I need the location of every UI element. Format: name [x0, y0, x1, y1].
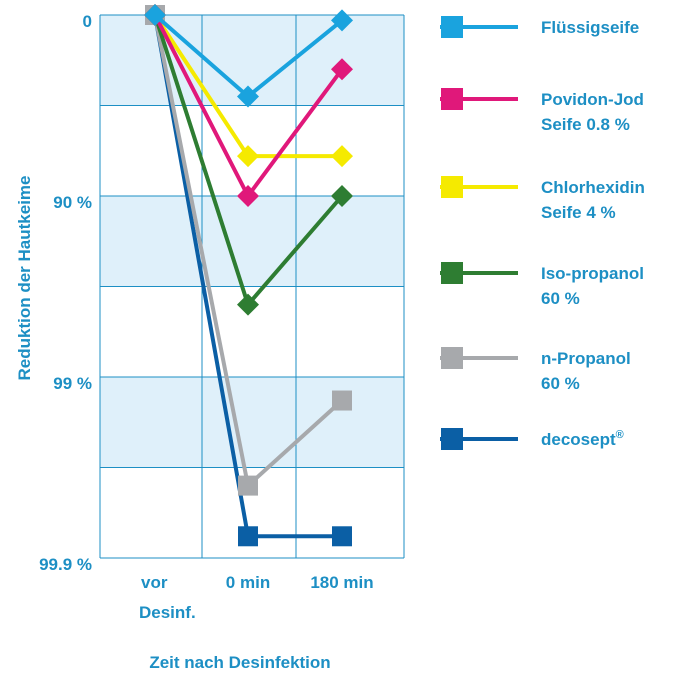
legend-label-line2: Seife 0.8 % [541, 115, 630, 134]
legend-label: Iso-propanol [541, 264, 644, 283]
y-axis-ticks: 0 90 % 99 % 99.9 % [39, 12, 92, 574]
series-0 [144, 4, 353, 108]
legend-label-line2: 60 % [541, 289, 580, 308]
x-axis-label: Zeit nach Desinfektion [149, 653, 330, 672]
data-point [237, 85, 259, 108]
legend-swatch [441, 16, 463, 38]
data-point [332, 526, 352, 547]
grid-band [100, 377, 404, 468]
legend-label-line2: 60 % [541, 374, 580, 393]
y-tick-label: 99.9 % [39, 555, 92, 574]
legend-item: n-Propanol 60 % [440, 347, 631, 393]
data-point [331, 145, 353, 168]
legend-item: Flüssigseife [440, 16, 639, 38]
legend-label-line2: Seife 4 % [541, 203, 616, 222]
legend-swatch [441, 262, 463, 284]
y-axis-label: Reduktion der Hautkeime [15, 176, 34, 381]
x-tick-label: vor [141, 573, 168, 592]
legend-item: decosept® [440, 428, 624, 450]
legend-item: Chlorhexidin Seife 4 % [440, 176, 645, 222]
data-point [238, 475, 258, 496]
legend: Flüssigseife Povidon-Jod Seife 0.8 % Chlorh… [440, 16, 645, 450]
legend-swatch [441, 176, 463, 198]
x-tick-label: 180 min [310, 573, 373, 592]
data-point [144, 4, 166, 26]
legend-label: Chlorhexidin [541, 178, 645, 197]
y-tick-label: 0 [83, 12, 92, 31]
y-tick-label: 99 % [53, 374, 92, 393]
x-tick-label: 0 min [226, 573, 270, 592]
grid-band [100, 196, 404, 287]
data-point [331, 185, 353, 207]
data-point [237, 293, 259, 316]
legend-swatch [441, 347, 463, 369]
legend-swatch [441, 88, 463, 110]
data-point [238, 526, 258, 547]
data-point [331, 9, 353, 32]
x-axis-ticks: vor Desinf. 0 min 180 min [139, 573, 374, 622]
legend-label: n-Propanol [541, 349, 631, 368]
legend-label: Povidon-Jod [541, 90, 644, 109]
data-point [237, 145, 259, 168]
legend-label: decosept® [541, 429, 624, 449]
data-point [237, 185, 259, 207]
data-point [331, 58, 353, 81]
legend-swatch [441, 428, 463, 450]
legend-item: Povidon-Jod Seife 0.8 % [440, 88, 644, 134]
data-point [332, 390, 352, 411]
x-tick-label-line2: Desinf. [139, 603, 196, 622]
y-tick-label: 90 % [53, 193, 92, 212]
series-layer [144, 4, 353, 547]
legend-item: Iso-propanol 60 % [440, 262, 644, 308]
legend-label: Flüssigseife [541, 18, 639, 37]
